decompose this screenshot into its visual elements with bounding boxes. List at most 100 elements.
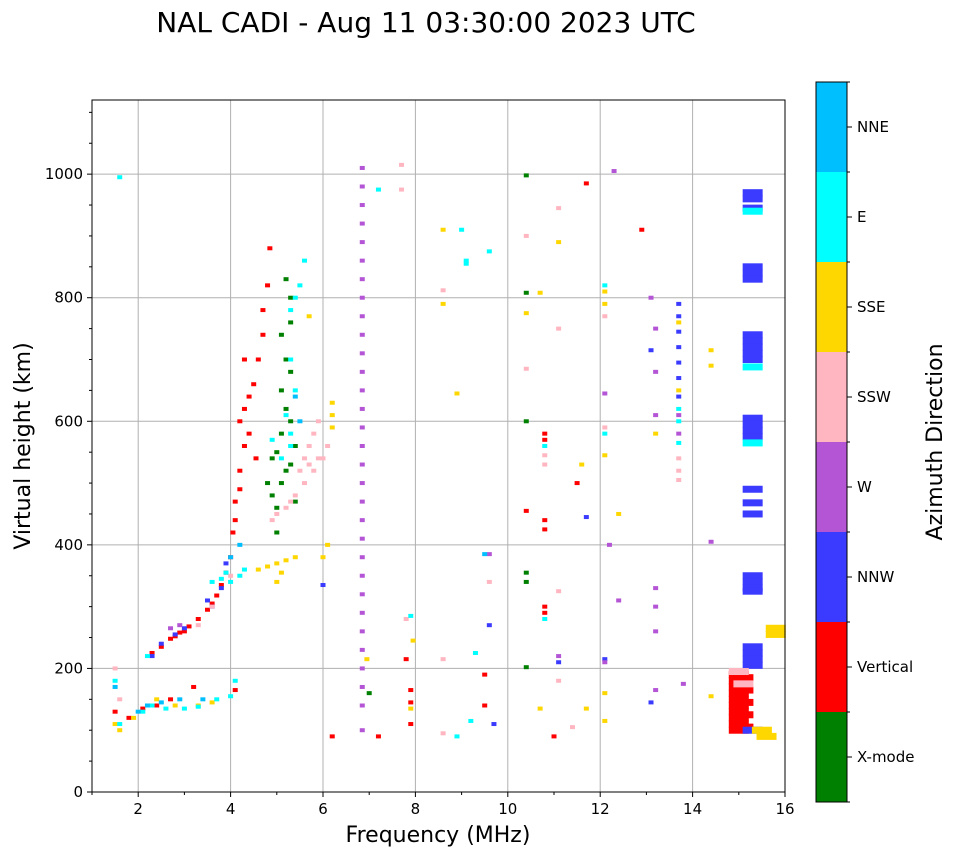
- data-point: [177, 697, 183, 702]
- data-point: [269, 437, 275, 442]
- data-point: [742, 343, 763, 351]
- data-point: [574, 481, 580, 486]
- data-point: [537, 290, 543, 295]
- data-point: [653, 326, 659, 331]
- data-point: [278, 388, 284, 393]
- data-point: [283, 558, 289, 563]
- data-point: [602, 431, 608, 436]
- data-point: [556, 240, 562, 245]
- y-axis-ticks: 0 200 400 600 800 1000: [45, 111, 92, 801]
- data-point: [742, 189, 763, 197]
- data-point: [232, 688, 238, 693]
- data-point: [359, 462, 365, 467]
- data-point: [359, 221, 365, 226]
- data-point: [241, 444, 247, 448]
- data-point: [325, 444, 331, 448]
- data-marks: [112, 162, 786, 740]
- data-point: [742, 433, 763, 441]
- data-point: [158, 644, 164, 649]
- data-point: [742, 414, 763, 422]
- colorbar-tick-label: E: [857, 208, 866, 226]
- data-point: [440, 731, 446, 736]
- data-point: [486, 579, 492, 584]
- data-point: [708, 348, 714, 353]
- data-point: [255, 567, 261, 572]
- data-point: [329, 425, 335, 430]
- data-point: [117, 697, 123, 702]
- data-point: [112, 722, 118, 727]
- data-point: [154, 697, 160, 702]
- data-point: [325, 542, 331, 547]
- data-point: [144, 654, 150, 659]
- data-point: [205, 598, 210, 603]
- data-point: [653, 369, 659, 374]
- data-point: [408, 613, 414, 618]
- data-point: [523, 173, 529, 178]
- y-tick-label: 800: [54, 289, 83, 307]
- series-nnw: [149, 189, 763, 734]
- data-point: [292, 493, 298, 498]
- data-point: [253, 456, 259, 461]
- data-point: [542, 437, 548, 442]
- data-point: [269, 456, 275, 461]
- data-point: [676, 431, 682, 436]
- data-point: [265, 481, 271, 486]
- data-point: [274, 561, 280, 566]
- data-point: [583, 706, 589, 711]
- data-point: [756, 732, 777, 740]
- data-point: [228, 694, 234, 699]
- data-point: [117, 175, 123, 180]
- data-point: [218, 586, 224, 591]
- data-point: [523, 579, 529, 584]
- data-point: [676, 320, 682, 325]
- data-point: [237, 542, 243, 547]
- data-point: [676, 360, 682, 365]
- data-point: [602, 453, 608, 458]
- data-point: [523, 665, 529, 670]
- colorbar-segment: [816, 262, 847, 352]
- colorbar: X-mode Vertical NNW W SSW SSE E NNE: [815, 81, 914, 803]
- data-point: [733, 680, 754, 688]
- data-point: [569, 725, 575, 730]
- x-tick-label: 12: [591, 800, 610, 818]
- data-point: [742, 643, 763, 651]
- data-point: [288, 431, 294, 436]
- colorbar-frame: [815, 81, 848, 803]
- data-point: [112, 678, 118, 683]
- data-point: [676, 388, 682, 393]
- data-point: [278, 431, 284, 436]
- data-point: [283, 357, 289, 362]
- data-point: [742, 587, 763, 595]
- data-point: [172, 703, 178, 708]
- data-point: [366, 691, 372, 696]
- colorbar-tick-label: W: [857, 478, 872, 496]
- data-point: [359, 666, 365, 671]
- data-point: [223, 561, 229, 566]
- data-point: [288, 444, 294, 448]
- data-point: [364, 657, 370, 662]
- data-point: [542, 518, 548, 523]
- data-point: [359, 406, 365, 411]
- data-point: [255, 357, 261, 362]
- x-tick-label: 14: [683, 800, 702, 818]
- data-point: [542, 617, 548, 621]
- data-point: [583, 181, 589, 186]
- data-point: [653, 604, 659, 609]
- data-point: [302, 258, 308, 263]
- data-point: [523, 290, 529, 295]
- data-point: [112, 666, 118, 671]
- data-point: [214, 593, 220, 598]
- data-point: [359, 592, 365, 597]
- data-point: [676, 440, 682, 445]
- data-point: [676, 456, 682, 461]
- data-point: [140, 709, 146, 714]
- data-point: [329, 413, 335, 418]
- data-point: [237, 573, 243, 578]
- data-point: [269, 493, 275, 498]
- data-point: [158, 641, 164, 646]
- data-point: [676, 419, 682, 424]
- data-point: [292, 499, 298, 504]
- data-point: [408, 688, 414, 693]
- data-point: [359, 388, 365, 393]
- colorbar-segment: [816, 532, 847, 622]
